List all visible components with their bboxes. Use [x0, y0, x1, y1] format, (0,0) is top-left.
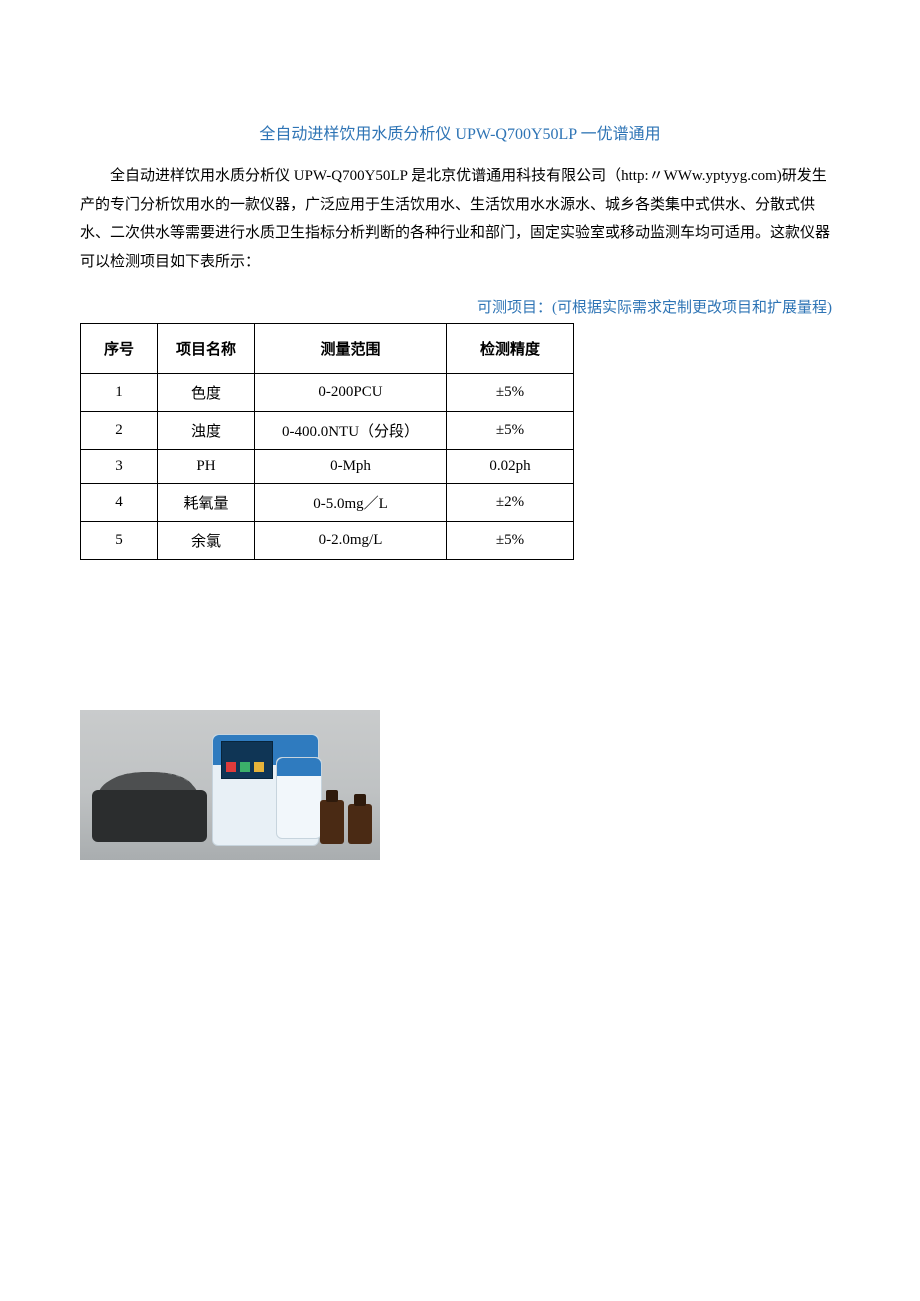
turntable-base-icon	[92, 790, 207, 842]
cell: 0-2.0mg/L	[255, 522, 447, 560]
cell: ±2%	[447, 484, 574, 522]
cell: 1	[81, 374, 158, 412]
table-row: 5 余氯 0-2.0mg/L ±5%	[81, 522, 574, 560]
table-row: 1 色度 0-200PCU ±5%	[81, 374, 574, 412]
reagent-bottle-icon	[320, 800, 344, 844]
analyzer-chamber-icon	[276, 757, 322, 839]
chamber-top-icon	[277, 758, 321, 776]
col-header-prec: 检测精度	[447, 324, 574, 374]
spec-table: 序号 项目名称 测量范围 检测精度 1 色度 0-200PCU ±5% 2 浊度…	[80, 323, 574, 560]
cell: 0-200PCU	[255, 374, 447, 412]
table-body: 1 色度 0-200PCU ±5% 2 浊度 0-400.0NTU（分段） ±5…	[81, 374, 574, 560]
analyzer-screen-icon	[221, 741, 273, 779]
analyzer-unit-icon	[212, 734, 319, 846]
col-header-seq: 序号	[81, 324, 158, 374]
cell: ±5%	[447, 374, 574, 412]
cell: 耗氧量	[158, 484, 255, 522]
page-title: 全自动进样饮用水质分析仪 UPW-Q700Y50LP 一优谱通用	[80, 120, 840, 144]
intro-paragraph-wrap: 全自动进样饮用水质分析仪 UPW-Q700Y50LP 是北京优谱通用科技有限公司…	[80, 162, 840, 276]
cell: 2	[81, 412, 158, 450]
cell: 4	[81, 484, 158, 522]
cell: 浊度	[158, 412, 255, 450]
cell: PH	[158, 450, 255, 484]
document-page: 全自动进样饮用水质分析仪 UPW-Q700Y50LP 一优谱通用 全自动进样饮用…	[0, 0, 920, 920]
col-header-range: 测量范围	[255, 324, 447, 374]
intro-paragraph: 全自动进样饮用水质分析仪 UPW-Q700Y50LP 是北京优谱通用科技有限公司…	[80, 162, 840, 276]
table-row: 4 耗氧量 0-5.0mg／L ±2%	[81, 484, 574, 522]
cell: ±5%	[447, 522, 574, 560]
product-photo	[80, 710, 380, 860]
col-header-name: 项目名称	[158, 324, 255, 374]
table-header-row: 序号 项目名称 测量范围 检测精度	[81, 324, 574, 374]
table-row: 3 PH 0-Mph 0.02ph	[81, 450, 574, 484]
cell: 0-400.0NTU（分段）	[255, 412, 447, 450]
cell: ±5%	[447, 412, 574, 450]
cell: 3	[81, 450, 158, 484]
cell: 0-Mph	[255, 450, 447, 484]
cell: 色度	[158, 374, 255, 412]
table-row: 2 浊度 0-400.0NTU（分段） ±5%	[81, 412, 574, 450]
cell: 0.02ph	[447, 450, 574, 484]
table-subhead: 可测项目：(可根据实际需求定制更改项目和扩展量程)	[80, 296, 840, 317]
cell: 余氯	[158, 522, 255, 560]
cell: 0-5.0mg／L	[255, 484, 447, 522]
reagent-bottle-icon	[348, 804, 372, 844]
cell: 5	[81, 522, 158, 560]
